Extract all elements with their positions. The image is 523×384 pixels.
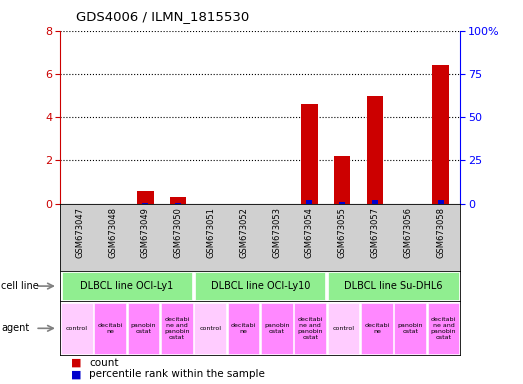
Text: agent: agent xyxy=(1,323,29,333)
Text: GDS4006 / ILMN_1815530: GDS4006 / ILMN_1815530 xyxy=(76,10,249,23)
Bar xyxy=(128,303,160,354)
Bar xyxy=(294,303,326,354)
Bar xyxy=(339,202,345,204)
Bar xyxy=(261,303,293,354)
Text: ■: ■ xyxy=(71,358,81,368)
Bar xyxy=(306,200,312,204)
Bar xyxy=(372,200,378,204)
Bar xyxy=(328,303,359,354)
Text: GSM673050: GSM673050 xyxy=(174,207,183,258)
Text: decitabi
ne: decitabi ne xyxy=(231,323,256,334)
Text: percentile rank within the sample: percentile rank within the sample xyxy=(89,369,265,379)
Text: GSM673051: GSM673051 xyxy=(207,207,215,258)
Bar xyxy=(361,303,393,354)
Text: DLBCL line OCI-Ly10: DLBCL line OCI-Ly10 xyxy=(210,281,310,291)
Bar xyxy=(334,156,350,204)
Text: GSM673057: GSM673057 xyxy=(370,207,380,258)
Bar xyxy=(137,190,154,204)
Bar xyxy=(195,303,226,354)
Text: cell line: cell line xyxy=(1,281,39,291)
Text: GSM673058: GSM673058 xyxy=(436,207,445,258)
Text: DLBCL line OCI-Ly1: DLBCL line OCI-Ly1 xyxy=(80,281,174,291)
Bar xyxy=(62,272,192,300)
Text: GSM673049: GSM673049 xyxy=(141,207,150,258)
Text: panobin
ostat: panobin ostat xyxy=(397,323,423,334)
Text: GSM673052: GSM673052 xyxy=(240,207,248,258)
Text: control: control xyxy=(333,326,355,331)
Bar xyxy=(61,303,93,354)
Text: decitabi
ne: decitabi ne xyxy=(97,323,123,334)
Bar xyxy=(161,303,192,354)
Text: GSM673054: GSM673054 xyxy=(305,207,314,258)
Text: decitabi
ne and
panobin
ostat: decitabi ne and panobin ostat xyxy=(431,317,457,339)
Text: decitabi
ne: decitabi ne xyxy=(364,323,390,334)
Text: count: count xyxy=(89,358,118,368)
Bar xyxy=(367,96,383,204)
Text: decitabi
ne and
panobin
ostat: decitabi ne and panobin ostat xyxy=(298,317,323,339)
Text: GSM673048: GSM673048 xyxy=(108,207,117,258)
Bar xyxy=(328,272,459,300)
Text: control: control xyxy=(199,326,221,331)
Bar xyxy=(438,200,444,204)
Text: GSM673056: GSM673056 xyxy=(403,207,412,258)
Bar xyxy=(142,203,149,204)
Text: GSM673053: GSM673053 xyxy=(272,207,281,258)
Bar xyxy=(301,104,317,204)
Bar xyxy=(394,303,426,354)
Bar xyxy=(228,303,259,354)
Text: GSM673047: GSM673047 xyxy=(75,207,84,258)
Bar xyxy=(428,303,459,354)
Text: ■: ■ xyxy=(71,369,81,379)
Text: decitabi
ne and
panobin
ostat: decitabi ne and panobin ostat xyxy=(164,317,190,339)
Bar xyxy=(170,197,186,204)
Text: DLBCL line Su-DHL6: DLBCL line Su-DHL6 xyxy=(344,281,443,291)
Text: panobin
ostat: panobin ostat xyxy=(264,323,290,334)
Text: GSM673055: GSM673055 xyxy=(338,207,347,258)
Text: control: control xyxy=(66,326,88,331)
Bar xyxy=(195,272,325,300)
Bar xyxy=(433,65,449,204)
Bar xyxy=(94,303,126,354)
Text: panobin
ostat: panobin ostat xyxy=(131,323,156,334)
